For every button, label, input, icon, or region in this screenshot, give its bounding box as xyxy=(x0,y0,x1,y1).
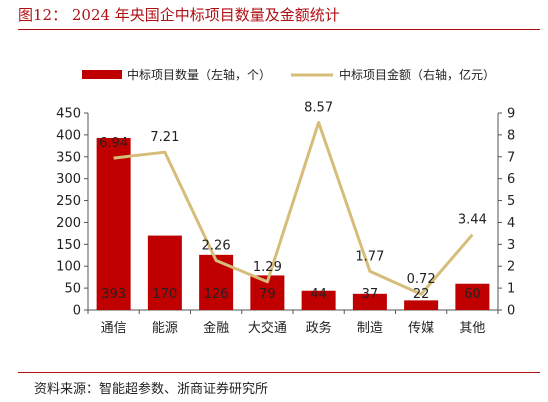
right-y-tick-label: 9 xyxy=(507,107,515,122)
data-labels: 393 170 126 79 44 37 22 60 6.94 7.21 2.26 1.29 8.57 1… xyxy=(99,100,487,302)
left-y-tick-label: 250 xyxy=(56,194,81,209)
x-category-label: 大交通 xyxy=(248,320,287,336)
x-category-label: 政务 xyxy=(306,320,332,336)
left-y-tick-label: 50 xyxy=(64,282,81,297)
right-y-tick-label: 2 xyxy=(507,260,515,275)
left-y-tick-label: 450 xyxy=(56,107,81,122)
line-value-label: 0.72 xyxy=(407,272,436,287)
right-y-tick-label: 6 xyxy=(507,172,515,187)
line-value-label: 7.21 xyxy=(150,130,179,145)
right-y-tick-label: 4 xyxy=(507,216,515,231)
x-category-label: 金融 xyxy=(203,320,229,336)
title-divider xyxy=(18,29,540,30)
right-y-tick-label: 8 xyxy=(507,128,515,143)
left-y-tick-label: 100 xyxy=(56,260,81,275)
legend-bar-label: 中标项目数量（左轴，个） xyxy=(127,67,271,82)
bar-series xyxy=(96,137,490,310)
bar-value-label: 126 xyxy=(204,287,229,302)
bar xyxy=(301,290,336,310)
line-value-label: 3.44 xyxy=(458,213,487,228)
bar xyxy=(404,300,439,310)
bar-value-label: 60 xyxy=(464,287,481,302)
legend-line-label: 中标项目金额（右轴，亿元） xyxy=(339,67,495,82)
line-value-label: 2.26 xyxy=(202,239,231,254)
source-note: 资料来源：智能超参数、浙商证券研究所 xyxy=(34,382,269,397)
x-category-label: 能源 xyxy=(152,321,178,336)
bar-value-label: 22 xyxy=(413,287,430,302)
footer-divider xyxy=(18,372,540,373)
left-y-tick-label: 350 xyxy=(56,150,81,165)
line-value-label: 1.29 xyxy=(253,260,282,275)
line-path xyxy=(113,120,474,296)
bar xyxy=(96,137,131,310)
left-y-tick-label: 300 xyxy=(56,172,81,187)
line-series xyxy=(113,120,474,296)
legend-bar-swatch xyxy=(82,70,122,79)
right-y-tick-label: 3 xyxy=(507,238,515,253)
bar-value-label: 79 xyxy=(259,287,276,302)
x-category-label: 传媒 xyxy=(408,321,434,336)
x-category-label: 制造 xyxy=(357,321,383,336)
bar xyxy=(455,283,490,310)
bar-value-label: 170 xyxy=(152,287,177,302)
line-value-label: 1.77 xyxy=(355,249,384,264)
legend: 中标项目数量（左轴，个） 中标项目金额（右轴，亿元） xyxy=(82,67,495,82)
left-y-tick-label: 400 xyxy=(56,128,81,143)
bar-value-label: 37 xyxy=(362,287,379,302)
figure-title: 图12： 2024 年央国企中标项目数量及金额统计 xyxy=(18,6,340,24)
left-y-tick-label: 200 xyxy=(56,216,81,231)
right-y-tick-label: 1 xyxy=(507,282,515,297)
line-value-label: 6.94 xyxy=(99,136,128,151)
left-y-tick-label: 150 xyxy=(56,238,81,253)
left-y-tick-label: 0 xyxy=(73,304,81,319)
bar-value-label: 393 xyxy=(101,287,126,302)
chart: 中标项目数量（左轴，个） 中标项目金额（右轴，亿元） 0501001502002… xyxy=(56,67,515,336)
bar xyxy=(147,235,182,310)
right-y-tick-label: 7 xyxy=(507,150,515,165)
x-category-label: 通信 xyxy=(101,321,127,336)
line-value-label: 8.57 xyxy=(304,100,333,115)
right-y-tick-label: 5 xyxy=(507,194,515,209)
bar xyxy=(352,293,387,310)
x-category-label: 其他 xyxy=(459,321,485,336)
right-y-tick-label: 0 xyxy=(507,304,515,319)
bar-value-label: 44 xyxy=(310,287,327,302)
